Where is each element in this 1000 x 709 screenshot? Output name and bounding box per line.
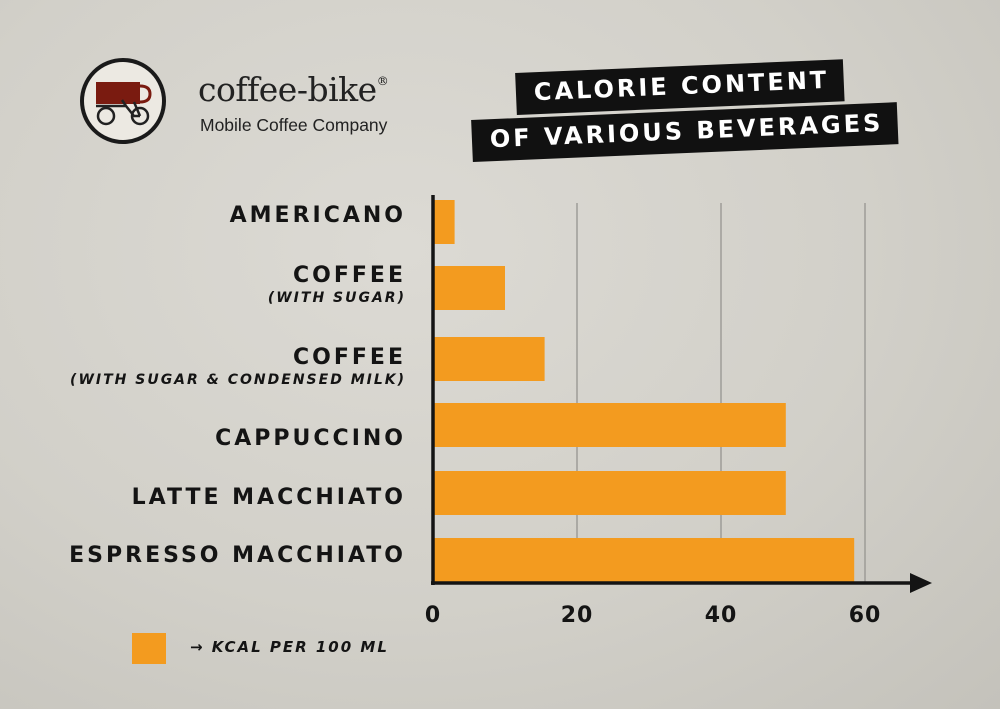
bar-2 bbox=[433, 337, 545, 381]
legend-label: → KCAL PER 100 ML bbox=[190, 638, 389, 656]
category-label-espresso-macchiato: ESPRESSO MACCHIATO bbox=[69, 543, 406, 568]
bar-5 bbox=[433, 538, 855, 582]
x-tick-label-0: 0 bbox=[425, 603, 441, 628]
bar-3 bbox=[433, 403, 786, 447]
legend-swatch bbox=[132, 633, 166, 664]
category-label-coffee-sugar: COFFEE (WITH SUGAR) bbox=[267, 263, 406, 306]
bar-0 bbox=[433, 200, 455, 244]
x-tick-label-60: 60 bbox=[849, 603, 882, 628]
coffee-bike-emblem-icon bbox=[80, 58, 166, 144]
brand-tagline: Mobile Coffee Company bbox=[200, 115, 388, 135]
category-label-latte-macchiato: LATTE MACCHIATO bbox=[131, 485, 406, 510]
brand-logo: coffee-bike® Mobile Coffee Company bbox=[80, 58, 420, 148]
category-label-cappuccino: CAPPUCCINO bbox=[215, 426, 406, 451]
bar-4 bbox=[433, 471, 786, 515]
bar-1 bbox=[433, 266, 505, 310]
category-label-coffee-sugar-condensed-milk: COFFEE (WITH SUGAR & CONDENSED MILK) bbox=[70, 345, 406, 388]
x-tick-label-20: 20 bbox=[561, 603, 594, 628]
x-tick-label-40: 40 bbox=[705, 603, 738, 628]
category-label-americano: AMERICANO bbox=[229, 203, 406, 228]
x-axis-arrow-icon bbox=[910, 573, 932, 593]
brand-name: coffee-bike® bbox=[198, 70, 389, 109]
